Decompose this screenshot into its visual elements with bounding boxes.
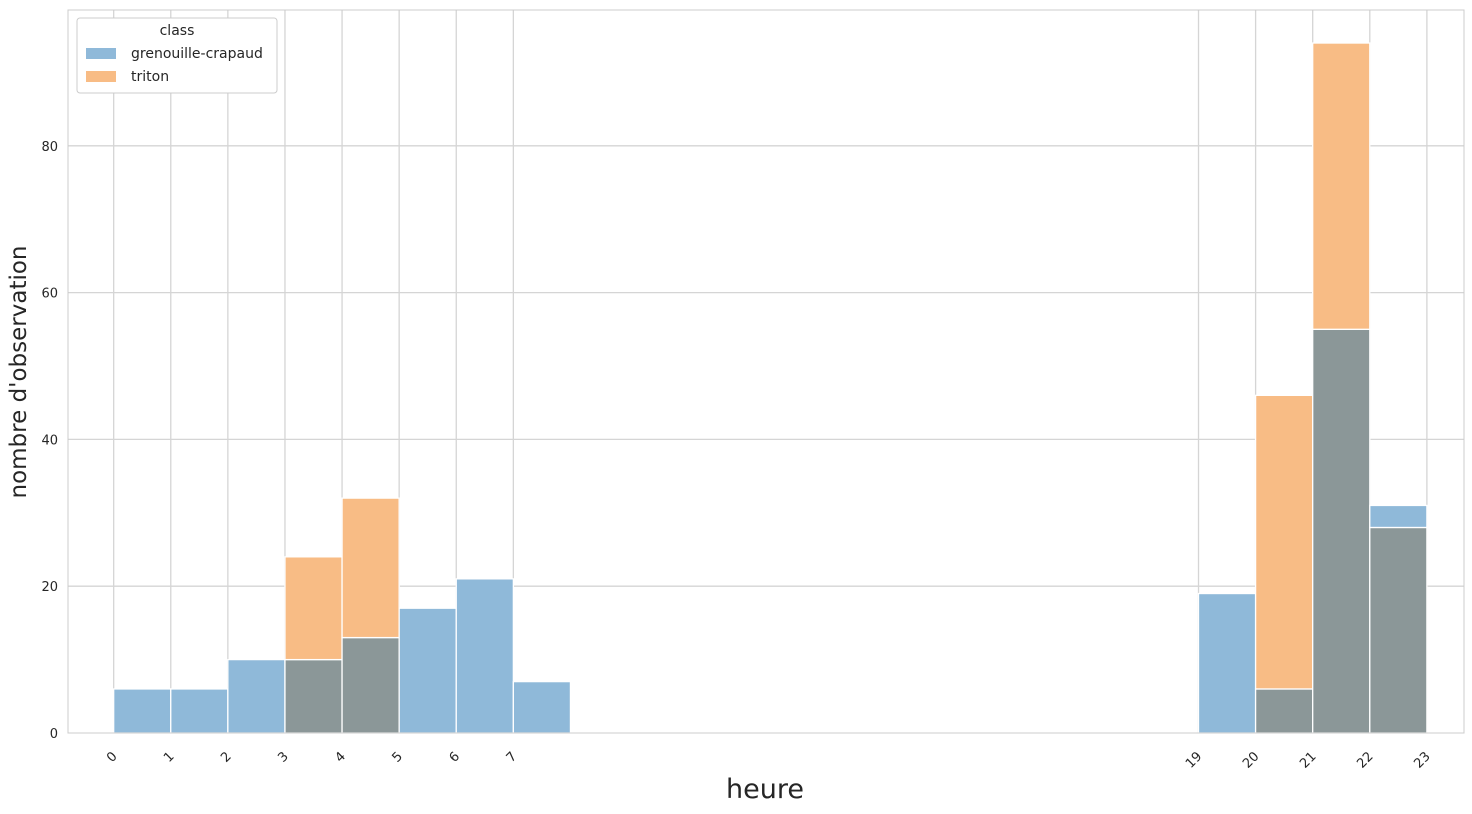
x-tick-label-0: 0 — [104, 749, 120, 765]
plot-area-frame — [67, 9, 1465, 734]
bar-overlap-21 — [1312, 328, 1371, 734]
bar-triton-3 — [284, 556, 343, 661]
legend: class grenouille-crapaud triton — [76, 17, 278, 94]
legend-swatch-grenouille-crapaud — [86, 48, 116, 59]
x-tick-label-1: 1 — [161, 749, 177, 765]
bar-triton-21 — [1312, 42, 1371, 330]
bar-overlap-22 — [1369, 526, 1428, 734]
bar-grenouille-crapaud-6 — [455, 578, 514, 734]
x-tick-label-4: 4 — [332, 749, 348, 765]
x-tick-label-19: 19 — [1183, 749, 1205, 771]
bar-triton-4 — [341, 497, 400, 639]
x-tick-label-2: 2 — [218, 749, 234, 765]
legend-label-triton: triton — [131, 69, 169, 85]
legend-box — [76, 17, 278, 94]
bar-triton-20 — [1254, 394, 1314, 690]
x-tick-label-3: 3 — [275, 749, 291, 765]
x-tick-label-22: 22 — [1354, 749, 1376, 771]
bar-grenouille-crapaud-7 — [512, 680, 572, 734]
x-axis-label: heure — [726, 774, 804, 805]
legend-swatch-triton — [86, 71, 116, 82]
bar-overlap-4 — [341, 636, 400, 734]
x-tick-label-6: 6 — [447, 749, 463, 765]
y-tick-label-0: 0 — [50, 727, 58, 742]
bar-grenouille-crapaud-2 — [227, 658, 286, 734]
bar-grenouille-crapaud-19 — [1197, 592, 1257, 734]
x-tick-label-7: 7 — [504, 749, 520, 765]
histogram-bars — [113, 42, 1428, 734]
y-tick-label-20: 20 — [41, 580, 58, 595]
bar-overlap-20 — [1254, 688, 1314, 734]
y-axis-label: nombre d'observation — [6, 245, 32, 498]
x-tick-label-5: 5 — [390, 749, 406, 765]
bar-grenouille-crapaud-1 — [170, 688, 229, 734]
bar-grenouille-crapaud-5 — [398, 607, 457, 734]
legend-title: class — [160, 23, 195, 39]
y-tick-label-40: 40 — [41, 433, 58, 448]
bar-grenouille-crapaud-22 — [1369, 504, 1428, 529]
x-tick-label-20: 20 — [1240, 749, 1262, 771]
x-tick-label-23: 23 — [1411, 749, 1433, 771]
x-tick-label-21: 21 — [1297, 749, 1319, 771]
y-tick-label-60: 60 — [41, 287, 58, 302]
bar-overlap-3 — [284, 658, 343, 734]
bar-grenouille-crapaud-0 — [113, 688, 172, 734]
legend-label-grenouille-crapaud: grenouille-crapaud — [131, 46, 263, 62]
y-tick-label-80: 80 — [41, 140, 58, 155]
